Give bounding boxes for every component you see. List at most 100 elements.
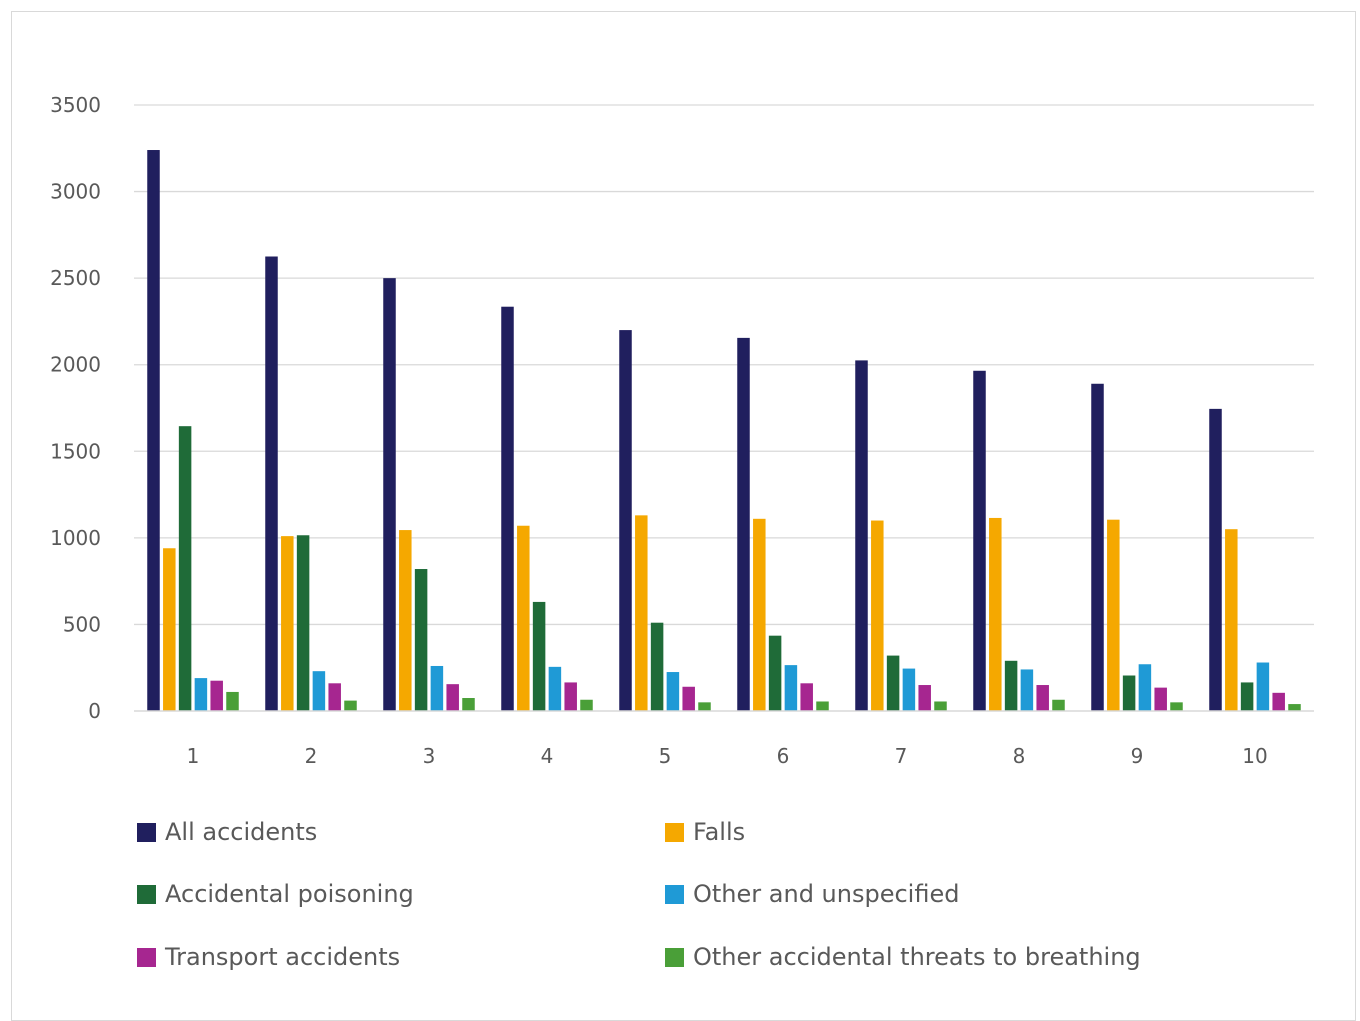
- bar: [768, 635, 782, 711]
- bar: [902, 668, 916, 711]
- bar: [650, 622, 664, 711]
- x-axis-ticks: 1 2 3 4 5 6 7 8 9 10: [187, 744, 1268, 768]
- bar: [666, 672, 680, 711]
- y-tick-label: 2500: [50, 266, 101, 290]
- bar: [855, 360, 868, 711]
- bar: [737, 337, 750, 711]
- x-tick-label: 3: [423, 744, 436, 768]
- y-tick-label: 3000: [50, 180, 101, 204]
- bar: [1288, 704, 1301, 711]
- legend-item-all-accidents: All accidents: [137, 818, 317, 846]
- legend-label: Other accidental threats to breathing: [693, 943, 1141, 971]
- bar: [312, 671, 326, 711]
- bar: [194, 678, 208, 711]
- y-tick-label: 1000: [50, 526, 101, 550]
- bar: [1256, 662, 1270, 711]
- bar: [281, 536, 294, 711]
- legend-swatch: [665, 822, 684, 842]
- bar: [296, 535, 310, 711]
- bar: [871, 520, 884, 711]
- bar: [1154, 687, 1167, 711]
- bar: [147, 150, 160, 711]
- bar: [973, 370, 986, 711]
- bar: [517, 525, 530, 711]
- bar: [501, 306, 514, 711]
- legend-item-accidental-poisoning: Accidental poisoning: [137, 880, 414, 908]
- x-tick-label: 4: [541, 744, 554, 768]
- legend-item-other-and-unspecified: Other and unspecified: [665, 880, 959, 908]
- bar: [265, 256, 278, 711]
- bar: [446, 684, 459, 711]
- chart-frame: [11, 11, 1356, 1021]
- x-tick-label: 2: [305, 744, 318, 768]
- bar: [564, 682, 577, 711]
- bar: [462, 698, 475, 711]
- y-tick-label: 3500: [50, 93, 101, 117]
- bar: [753, 518, 766, 711]
- bar: [430, 665, 444, 711]
- bar: [682, 686, 695, 711]
- legend-item-other-accidental-threats-to-breathing: Other accidental threats to breathing: [665, 943, 1141, 971]
- legend-item-transport-accidents: Transport accidents: [137, 943, 400, 971]
- legend-swatch: [137, 947, 156, 967]
- bar: [886, 655, 900, 711]
- bar: [1036, 685, 1049, 711]
- x-tick-label: 9: [1131, 744, 1144, 768]
- bar: [698, 702, 711, 711]
- bar: [918, 685, 931, 711]
- bar: [1170, 702, 1183, 711]
- bars: [147, 150, 1301, 711]
- bar: [178, 426, 192, 711]
- bar: [1225, 529, 1238, 711]
- bar: [1209, 408, 1222, 711]
- legend-label: Transport accidents: [165, 943, 401, 971]
- bar: [635, 515, 648, 711]
- bar: [548, 666, 562, 711]
- bar: [210, 680, 223, 711]
- bar: [1107, 519, 1120, 711]
- legend-swatch: [137, 822, 156, 842]
- bar: [1052, 699, 1065, 711]
- bar: [383, 278, 396, 711]
- bar: [1138, 664, 1152, 711]
- bar: [580, 699, 593, 711]
- legend-item-falls: Falls: [665, 818, 745, 846]
- legend-swatch: [665, 884, 684, 904]
- bar: [784, 665, 798, 711]
- bar: [800, 683, 813, 711]
- bar: [1004, 660, 1018, 711]
- legend-label: Accidental poisoning: [165, 880, 414, 908]
- y-tick-label: 0: [88, 699, 101, 723]
- bar: [934, 701, 947, 711]
- legend-swatch: [137, 884, 156, 904]
- legend-swatch: [665, 947, 684, 967]
- bar: [989, 517, 1002, 711]
- bar: [226, 691, 239, 711]
- bar: [1272, 692, 1285, 711]
- bar: [414, 569, 428, 711]
- bar: [1091, 383, 1104, 711]
- x-tick-label: 1: [187, 744, 200, 768]
- legend-label: Falls: [693, 818, 746, 846]
- bar: [532, 601, 546, 711]
- x-tick-label: 5: [659, 744, 672, 768]
- bar: [399, 530, 412, 711]
- y-axis-ticks: 0 500 1000 1500 2000 2500 3000 3500: [50, 93, 101, 723]
- y-tick-label: 2000: [50, 353, 101, 377]
- gridlines: [134, 104, 1314, 626]
- x-tick-label: 7: [895, 744, 908, 768]
- x-tick-label: 10: [1242, 744, 1267, 768]
- y-tick-label: 1500: [50, 439, 101, 463]
- bar: [1240, 682, 1254, 711]
- legend-label: Other and unspecified: [693, 880, 960, 908]
- bar: [1122, 675, 1136, 711]
- bar: [1020, 669, 1034, 711]
- y-tick-label: 500: [63, 612, 101, 636]
- bar: [619, 330, 632, 711]
- legend-label: All accidents: [165, 818, 318, 846]
- bar: [163, 548, 176, 711]
- x-tick-label: 6: [777, 744, 790, 768]
- bar: [816, 701, 829, 711]
- x-tick-label: 8: [1013, 744, 1026, 768]
